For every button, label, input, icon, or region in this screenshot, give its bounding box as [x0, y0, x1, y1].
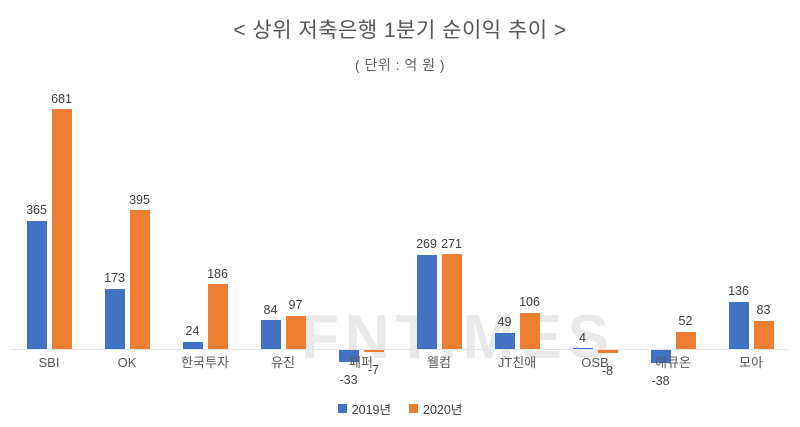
bar-2019[interactable]: [650, 350, 671, 364]
legend-label: 2019년: [351, 403, 391, 417]
bar-value-label: -33: [339, 372, 358, 387]
bar-group: 84 97 유진: [244, 100, 322, 369]
bar-value-label: 395: [129, 192, 150, 207]
bar-2020[interactable]: [753, 320, 774, 350]
bar-2019[interactable]: [260, 320, 281, 350]
bar-group: -33 -7 페퍼: [322, 100, 400, 386]
bar-2020[interactable]: [285, 315, 306, 350]
bar-value-label: 186: [207, 266, 228, 281]
legend-item[interactable]: 2019년: [337, 399, 391, 418]
bar-value-label: 365: [26, 203, 47, 218]
bar-2019[interactable]: [416, 254, 437, 350]
bar-2020[interactable]: [51, 109, 72, 350]
bar-2020[interactable]: [441, 254, 462, 350]
bar-2019[interactable]: [494, 332, 515, 350]
bar-value-label: 4: [579, 330, 586, 345]
x-axis-category-label: JT친애: [497, 355, 537, 370]
zero-axis-line: [10, 349, 788, 350]
bar-value-label: 97: [288, 298, 303, 313]
legend-swatch-icon: [409, 404, 418, 413]
x-axis-category-label: 유진: [271, 355, 295, 370]
legend-swatch-icon: [337, 404, 347, 413]
bar-value-label: 24: [185, 324, 200, 339]
bar-group: 24 186 한국투자: [166, 100, 244, 369]
x-axis-category-label: OK: [117, 355, 137, 370]
bar-group: 173 395 OK: [88, 100, 166, 369]
bar-value-label: 269: [416, 237, 437, 252]
plot-area: 365 681 SBI 173 395 OK 24 186 한국투자 84 97 유진 -33 -7 페퍼 2…: [10, 92, 790, 387]
bar-value-label: 49: [497, 315, 512, 330]
bar-2020[interactable]: [519, 312, 540, 350]
bar-value-label: 84: [263, 302, 278, 317]
bar-value-label: 173: [104, 271, 125, 286]
x-axis-category-label: 웰컴: [427, 355, 451, 370]
bar-group: 136 83 모아: [712, 100, 790, 369]
legend-label: 2020년: [423, 403, 463, 417]
legend-item[interactable]: 2020년: [409, 399, 462, 418]
bar-2019[interactable]: [182, 341, 203, 350]
bar-group: -38 52 애큐온: [634, 100, 712, 387]
x-axis-category-label: 한국투자: [181, 355, 229, 370]
bar-2019[interactable]: [104, 288, 125, 350]
bar-2020[interactable]: [207, 284, 228, 350]
bar-2020[interactable]: [597, 350, 618, 353]
bar-value-label: 271: [441, 236, 462, 251]
bar-value-label: 136: [728, 284, 749, 299]
x-axis-category-label: 페퍼: [349, 355, 373, 370]
bar-value-label: -8: [601, 363, 614, 378]
bar-2019[interactable]: [728, 301, 749, 350]
bar-group: 365 681 SBI: [10, 92, 88, 369]
bar-value-label: -38: [651, 374, 670, 389]
bar-2019[interactable]: [26, 220, 47, 350]
bar-2020[interactable]: [675, 331, 696, 350]
bar-2020[interactable]: [363, 350, 384, 353]
bar-2019[interactable]: [338, 350, 359, 362]
bar-value-label: 83: [756, 303, 771, 318]
bar-value-label: 106: [519, 295, 540, 309]
bar-group: 49 106 JT친애: [478, 100, 556, 369]
bar-group: 4 -8 OSB: [556, 100, 634, 377]
chart-title: < 상위 저축은행 1분기 순이익 추이 >: [233, 19, 567, 42]
x-axis-category-label: 모아: [739, 355, 763, 370]
bar-value-label: 52: [678, 314, 693, 329]
bar-value-label: -7: [367, 363, 380, 378]
bar-value-label: 681: [51, 91, 72, 106]
chart-subtitle-unit: ( 단위 : 억 원 ): [354, 57, 446, 73]
bar-2020[interactable]: [129, 210, 150, 350]
chart-legend: 2019년 2020년: [0, 399, 800, 418]
x-axis-category-label: SBI: [38, 355, 60, 370]
bar-group: 269 271 웰컴: [400, 100, 478, 369]
x-axis-category-label: 애큐온: [655, 355, 691, 370]
x-axis-category-label: OSB: [581, 355, 609, 370]
